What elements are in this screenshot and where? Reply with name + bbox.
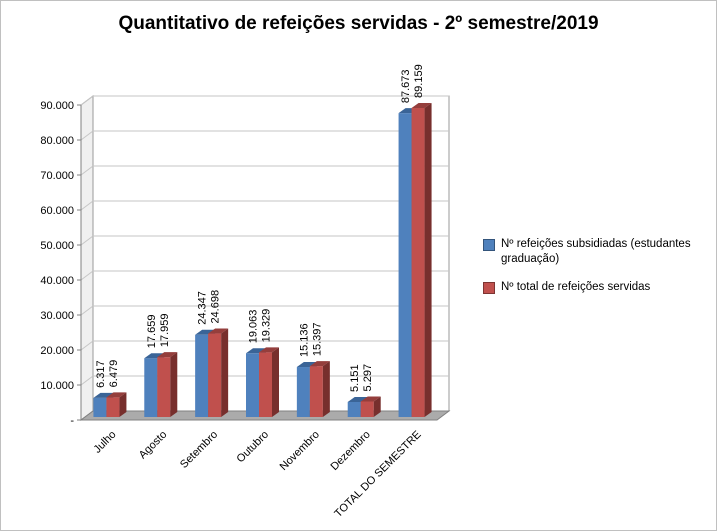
bar-top	[246, 348, 266, 354]
gridline-connector	[80, 305, 94, 316]
bar-top	[157, 352, 178, 358]
y-tick-label: 80.000	[40, 135, 74, 147]
bar-top	[259, 347, 279, 353]
y-tick-label: 60.000	[40, 205, 74, 217]
data-label: 6.317	[95, 360, 107, 388]
data-label: 17.959	[159, 313, 171, 347]
chart-left-wall	[80, 95, 94, 421]
data-label: 24.698	[210, 290, 222, 324]
bar-front	[309, 366, 323, 417]
bar-side	[221, 328, 229, 417]
data-label: 5.297	[362, 364, 374, 392]
bar-top	[93, 392, 114, 398]
y-tick-label: 40.000	[40, 275, 74, 287]
bar-front	[106, 397, 120, 417]
bar-top	[360, 396, 381, 402]
chart-title: Quantitativo de refeições servidas - 2º …	[118, 13, 599, 34]
bar-top	[296, 362, 317, 368]
category-label: TOTAL DO SEMESTRE	[332, 429, 423, 520]
bar-front	[259, 352, 272, 417]
gridline-connector	[80, 340, 94, 351]
bar-top	[195, 329, 216, 335]
y-tick-label: 70.000	[40, 170, 74, 182]
category-label: Outubro	[235, 429, 272, 466]
gridline-connector	[80, 270, 94, 281]
data-label: 24.347	[197, 291, 209, 325]
data-label: 15.136	[298, 323, 310, 357]
bar-top	[309, 361, 330, 367]
data-label: 17.659	[146, 315, 158, 349]
legend-item-series1: Nº refeições subsidiadas (estudantes gra…	[483, 237, 713, 267]
gridline-connector	[80, 375, 94, 386]
y-tick-label: 10.000	[40, 380, 74, 392]
y-tick-label: -	[70, 415, 74, 427]
data-label: 19.329	[261, 309, 273, 343]
bar-side	[119, 392, 127, 417]
gridline-connector	[80, 200, 94, 211]
legend-marker-series1-icon	[483, 239, 495, 251]
bar-front	[157, 357, 171, 417]
data-label: 19.063	[248, 310, 260, 344]
bar-front	[347, 401, 361, 417]
bar-front	[144, 358, 158, 417]
legend-label-series1: Nº refeições subsidiadas (estudantes gra…	[501, 238, 691, 265]
bar-front	[360, 401, 374, 417]
bar-front	[411, 107, 425, 418]
data-label: 5.151	[349, 364, 361, 392]
category-label: Agosto	[137, 429, 170, 462]
bar-front	[296, 367, 310, 417]
gridline-connector	[80, 165, 94, 176]
legend-marker-series2-icon	[483, 281, 495, 294]
data-label: 15.397	[311, 322, 323, 356]
bar-front	[195, 334, 209, 417]
bar-side	[322, 361, 330, 417]
legend-item-series2: Nº total de refeições servidas	[483, 280, 713, 295]
bar-top	[347, 396, 368, 402]
gridline-connector	[80, 130, 94, 141]
bar-side	[373, 396, 381, 417]
bar-top	[208, 328, 229, 334]
bar-side	[272, 347, 279, 417]
bar-side	[170, 352, 178, 417]
y-tick-label: 90.000	[40, 100, 74, 112]
gridline-connector	[80, 235, 94, 246]
bar-front	[398, 113, 412, 417]
bar-top	[411, 102, 432, 108]
data-label: 87.673	[400, 69, 412, 103]
y-tick-label: 20.000	[40, 345, 74, 357]
category-label: Setembro	[178, 429, 220, 471]
data-label: 89.159	[413, 64, 425, 98]
category-label: Julho	[91, 429, 118, 456]
y-tick-label: 30.000	[40, 310, 74, 322]
y-tick-label: 50.000	[40, 240, 74, 252]
bar-front	[246, 353, 259, 417]
bar-top	[144, 353, 165, 359]
data-label: 6.479	[108, 360, 120, 388]
gridline-connector	[80, 95, 94, 106]
legend-label-series2: Nº total de refeições servidas	[501, 280, 651, 293]
category-label: Novembro	[278, 429, 322, 473]
bar-front	[93, 397, 107, 417]
category-label: Dezembro	[328, 429, 372, 473]
legend: Nº refeições subsidiadas (estudantes gra…	[483, 237, 713, 308]
bar-front	[208, 333, 222, 417]
bar-top	[106, 392, 127, 398]
bar-side	[424, 102, 432, 418]
